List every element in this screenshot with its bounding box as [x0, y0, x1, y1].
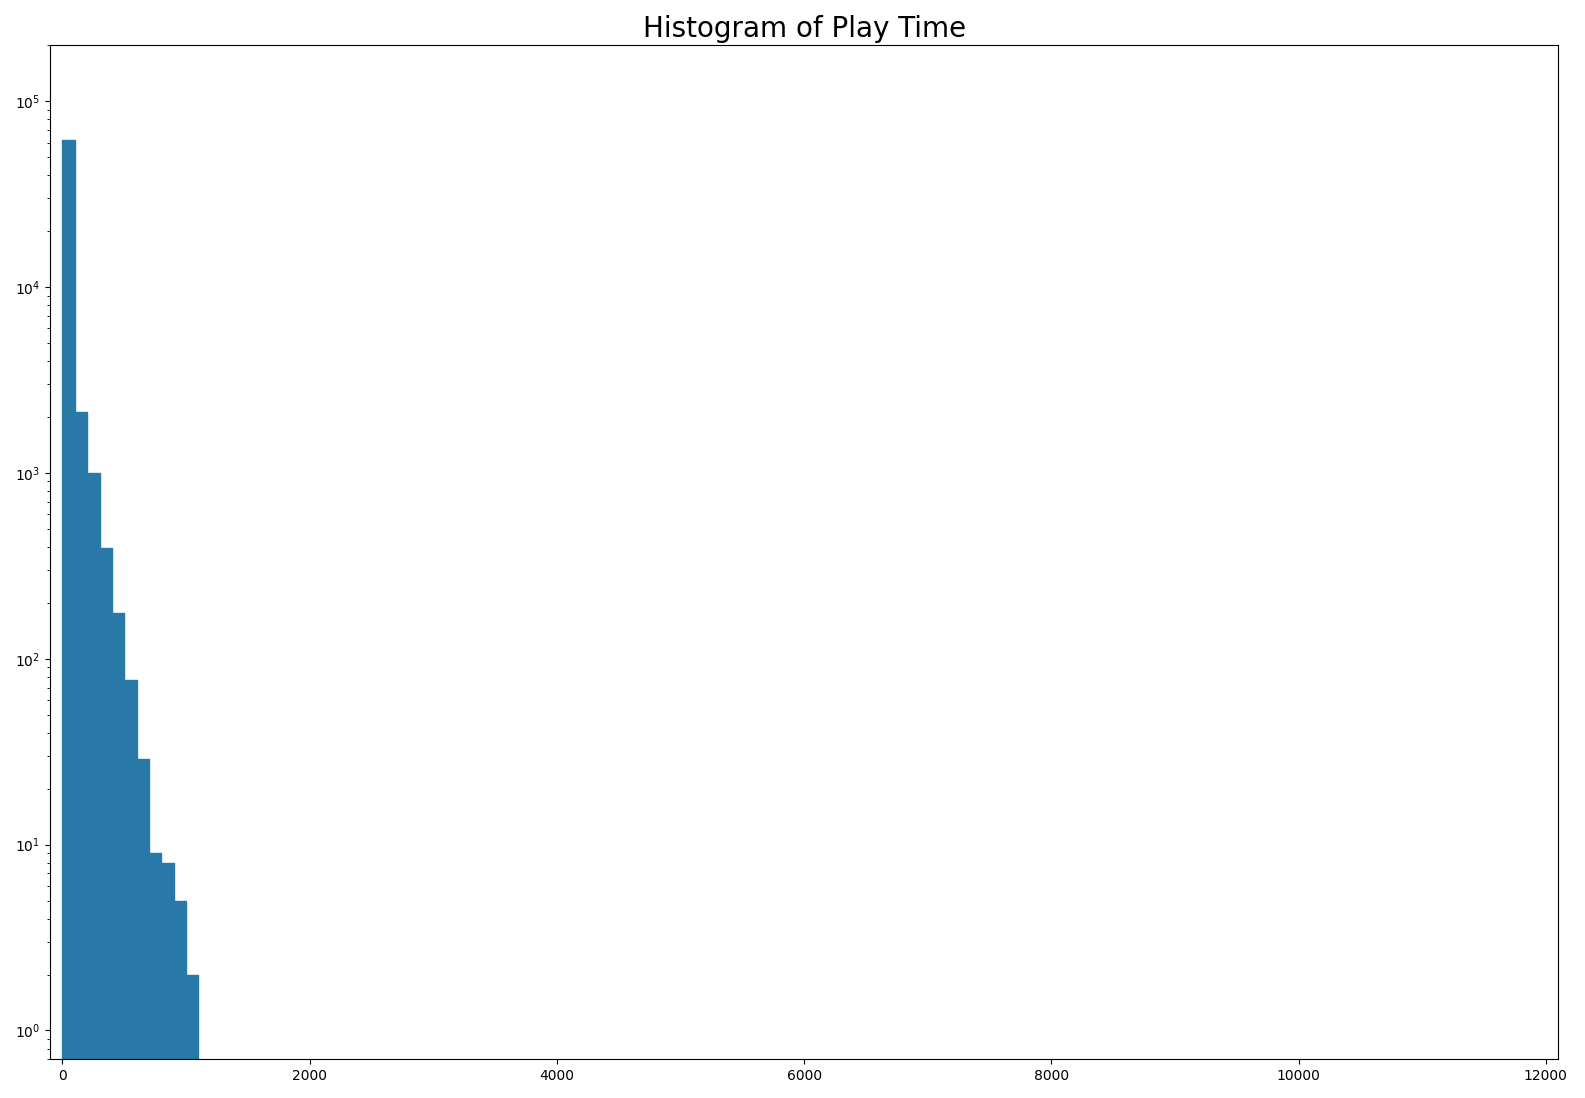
Bar [124, 680, 136, 1098]
Bar [149, 853, 162, 1098]
Bar [136, 759, 149, 1098]
Bar [113, 613, 124, 1098]
Bar [185, 975, 198, 1098]
Bar [87, 473, 100, 1098]
Bar [62, 139, 74, 1098]
Bar [74, 412, 87, 1098]
Bar [174, 900, 185, 1098]
Bar [100, 548, 113, 1098]
Bar [162, 863, 174, 1098]
Title: Histogram of Play Time: Histogram of Play Time [642, 15, 965, 43]
